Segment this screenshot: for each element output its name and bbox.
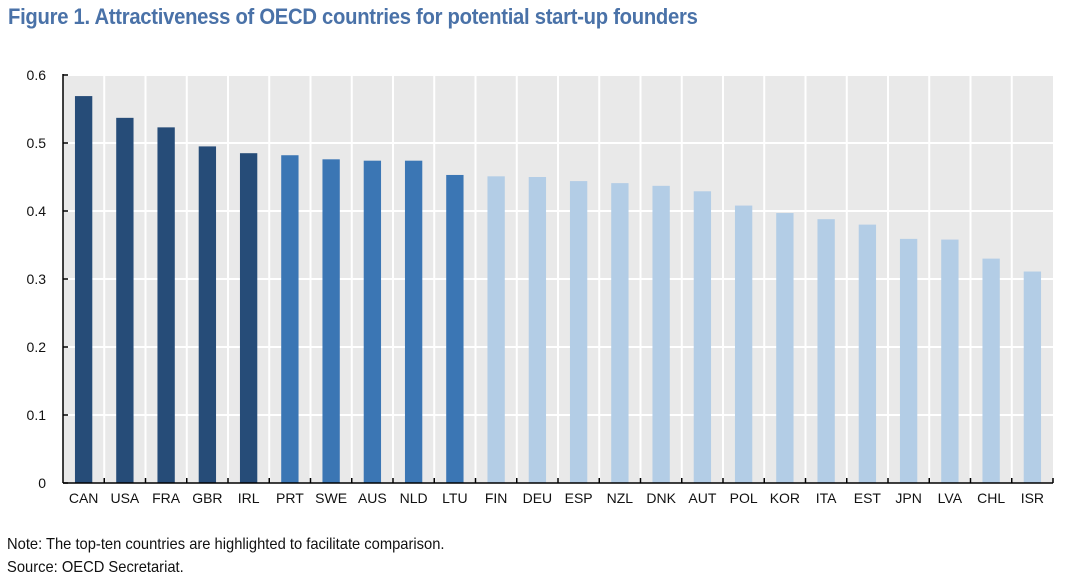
y-tick-label: 0.4 <box>27 203 47 219</box>
bar-isr <box>1023 271 1042 483</box>
x-tick-label: ESP <box>565 490 593 506</box>
y-tick-label: 0.1 <box>27 407 47 423</box>
x-tick-label: AUT <box>688 490 716 506</box>
bar-est <box>858 224 877 483</box>
bar-gbr <box>198 146 217 483</box>
bar-pol <box>734 205 753 483</box>
x-tick-label: GBR <box>192 490 222 506</box>
x-tick-label: SWE <box>315 490 347 506</box>
y-tick-label: 0.6 <box>27 67 47 83</box>
x-tick-label: EST <box>854 490 882 506</box>
bar-nld <box>404 160 423 483</box>
bar-deu <box>528 177 547 483</box>
y-tick-label: 0.3 <box>27 271 47 287</box>
bar-kor <box>776 213 794 484</box>
x-tick-label: ITA <box>816 490 837 506</box>
gridlines <box>63 74 1053 483</box>
bar-nzl <box>611 183 629 483</box>
bar-chl <box>982 258 1000 483</box>
x-tick-label: USA <box>110 490 139 506</box>
bar-can <box>74 96 93 483</box>
x-tick-label: POL <box>730 490 758 506</box>
bar-jpn <box>899 238 918 483</box>
x-tick-label: JPN <box>895 490 921 506</box>
axes <box>62 74 1054 484</box>
chart-note: Note: The top-ten countries are highligh… <box>7 536 445 553</box>
y-tick-label: 0 <box>38 475 46 491</box>
bar-fra <box>157 127 175 484</box>
x-tick-label: CAN <box>69 490 99 506</box>
y-tick-label: 0.2 <box>27 339 47 355</box>
bar-usa <box>116 117 134 483</box>
bar-esp <box>569 181 588 483</box>
x-tick-label: DEU <box>523 490 553 506</box>
x-tick-label: NLD <box>400 490 428 506</box>
bar-ita <box>817 219 835 483</box>
bar-prt <box>281 155 299 484</box>
bar-irl <box>239 153 258 483</box>
x-tick-label: AUS <box>358 490 387 506</box>
x-tick-label: KOR <box>770 490 800 506</box>
x-tick-label: FIN <box>485 490 508 506</box>
x-tick-label: LTU <box>442 490 467 506</box>
x-tick-label: IRL <box>238 490 260 506</box>
chart-title: Figure 1. Attractiveness of OECD countri… <box>8 4 698 29</box>
bar-aut <box>693 191 712 483</box>
x-tick-labels: CAN USA FRA GBR IRL PRT SWE AUS NLD LTU FIN DEU ESP N… <box>69 490 1044 506</box>
bars <box>74 96 1042 484</box>
x-tick-label: CHL <box>977 490 1005 506</box>
x-tick-label: NZL <box>607 490 634 506</box>
bar-fin <box>487 176 505 483</box>
x-tick-label: DNK <box>646 490 676 506</box>
y-tick-labels: 0 0.1 0.2 0.3 0.4 0.5 0.6 <box>27 67 47 491</box>
bar-ltu <box>446 174 464 483</box>
bar-aus <box>363 160 382 483</box>
x-tick-label: LVA <box>938 490 963 506</box>
y-tick-label: 0.5 <box>27 135 47 151</box>
chart-source: Source: OECD Secretariat. <box>7 559 184 576</box>
x-tick-label: FRA <box>152 490 181 506</box>
bar-lva <box>941 239 959 483</box>
bar-swe <box>322 159 340 483</box>
x-tick-label: PRT <box>276 490 304 506</box>
x-tick-label: ISR <box>1021 490 1044 506</box>
bar-dnk <box>652 185 670 483</box>
